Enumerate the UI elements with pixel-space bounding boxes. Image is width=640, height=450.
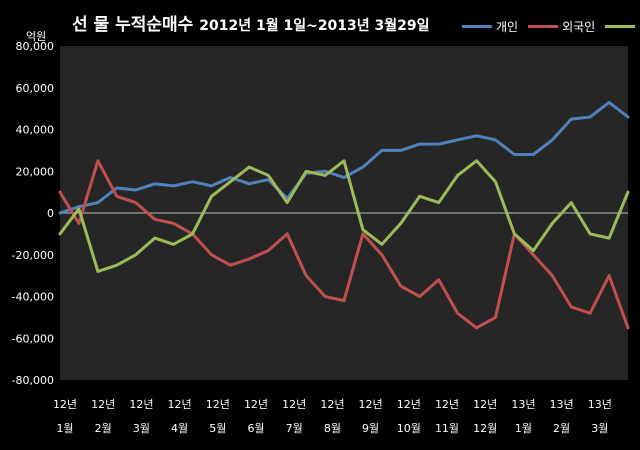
x-tick-label-month: 1월 — [56, 422, 73, 435]
x-tick-label-month: 10월 — [397, 422, 421, 435]
chart-title: 선 물 누적순매수 2012년 1월 1일~2013년 3월29일 — [72, 10, 430, 35]
y-tick-label: 60,000 — [16, 82, 55, 95]
x-tick-label-year: 12년 — [320, 398, 344, 411]
y-axis-unit-label: 억원 — [26, 30, 47, 43]
x-tick-label-year: 12년 — [473, 398, 497, 411]
x-tick-label-year: 12년 — [359, 398, 383, 411]
x-tick-label-year: 12년 — [91, 398, 115, 411]
legend-item-institution: 기관 — [605, 18, 640, 35]
chart-title-period: 2012년 1월 1일~2013년 3월29일 — [199, 18, 430, 34]
x-tick-label-month: 4월 — [171, 422, 188, 435]
x-tick-label-month: 3월 — [133, 422, 150, 435]
x-tick-label-year: 12년 — [397, 398, 421, 411]
x-tick-label-month: 12월 — [473, 422, 497, 435]
x-tick-label-year: 13년 — [550, 398, 574, 411]
x-tick-label-year: 12년 — [435, 398, 459, 411]
x-tick-label-month: 1월 — [515, 422, 532, 435]
x-tick-label-month: 2월 — [95, 422, 112, 435]
chart-title-main: 선 물 누적순매수 — [72, 15, 194, 35]
y-tick-label: -80,000 — [12, 374, 54, 387]
y-tick-label: -60,000 — [12, 332, 54, 345]
x-tick-label-year: 12년 — [206, 398, 230, 411]
x-tick-label-month: 11월 — [435, 422, 459, 435]
x-tick-label-month: 2월 — [553, 422, 570, 435]
y-tick-label: 40,000 — [16, 124, 55, 137]
y-tick-label: 0 — [47, 207, 54, 220]
x-tick-label-year: 12년 — [168, 398, 192, 411]
x-tick-label-year: 13년 — [588, 398, 612, 411]
series-line-foreigner — [58, 159, 630, 330]
x-tick-label-month: 5월 — [209, 422, 226, 435]
x-tick-label-month: 8월 — [324, 422, 341, 435]
x-tick-label-year: 12년 — [282, 398, 306, 411]
legend-swatch-foreigner — [528, 25, 559, 28]
x-tick-label-month: 9월 — [362, 422, 379, 435]
legend: 개인 외국인 기관 — [462, 18, 640, 35]
x-tick-label-year: 12년 — [129, 398, 153, 411]
x-tick-label-month: 7월 — [286, 422, 303, 435]
legend-swatch-institution — [605, 25, 636, 28]
legend-swatch-individual — [462, 25, 492, 28]
series-line-institution — [58, 159, 630, 273]
legend-label-individual: 개인 — [496, 20, 519, 34]
x-tick-label-month: 3월 — [591, 422, 608, 435]
x-tick-label-month: 6월 — [247, 422, 264, 435]
x-tick-label-year: 12년 — [53, 398, 77, 411]
series-line-individual — [58, 100, 630, 215]
legend-item-individual: 개인 — [462, 18, 518, 35]
y-tick-label: -20,000 — [12, 249, 54, 262]
y-tick-label: -40,000 — [12, 291, 54, 304]
y-tick-label: 80,000 — [16, 40, 55, 53]
x-tick-label-year: 13년 — [511, 398, 535, 411]
legend-label-foreigner: 외국인 — [562, 20, 596, 34]
y-tick-label: 20,000 — [16, 165, 55, 178]
legend-item-foreigner: 외국인 — [528, 18, 595, 35]
x-tick-label-year: 12년 — [244, 398, 268, 411]
